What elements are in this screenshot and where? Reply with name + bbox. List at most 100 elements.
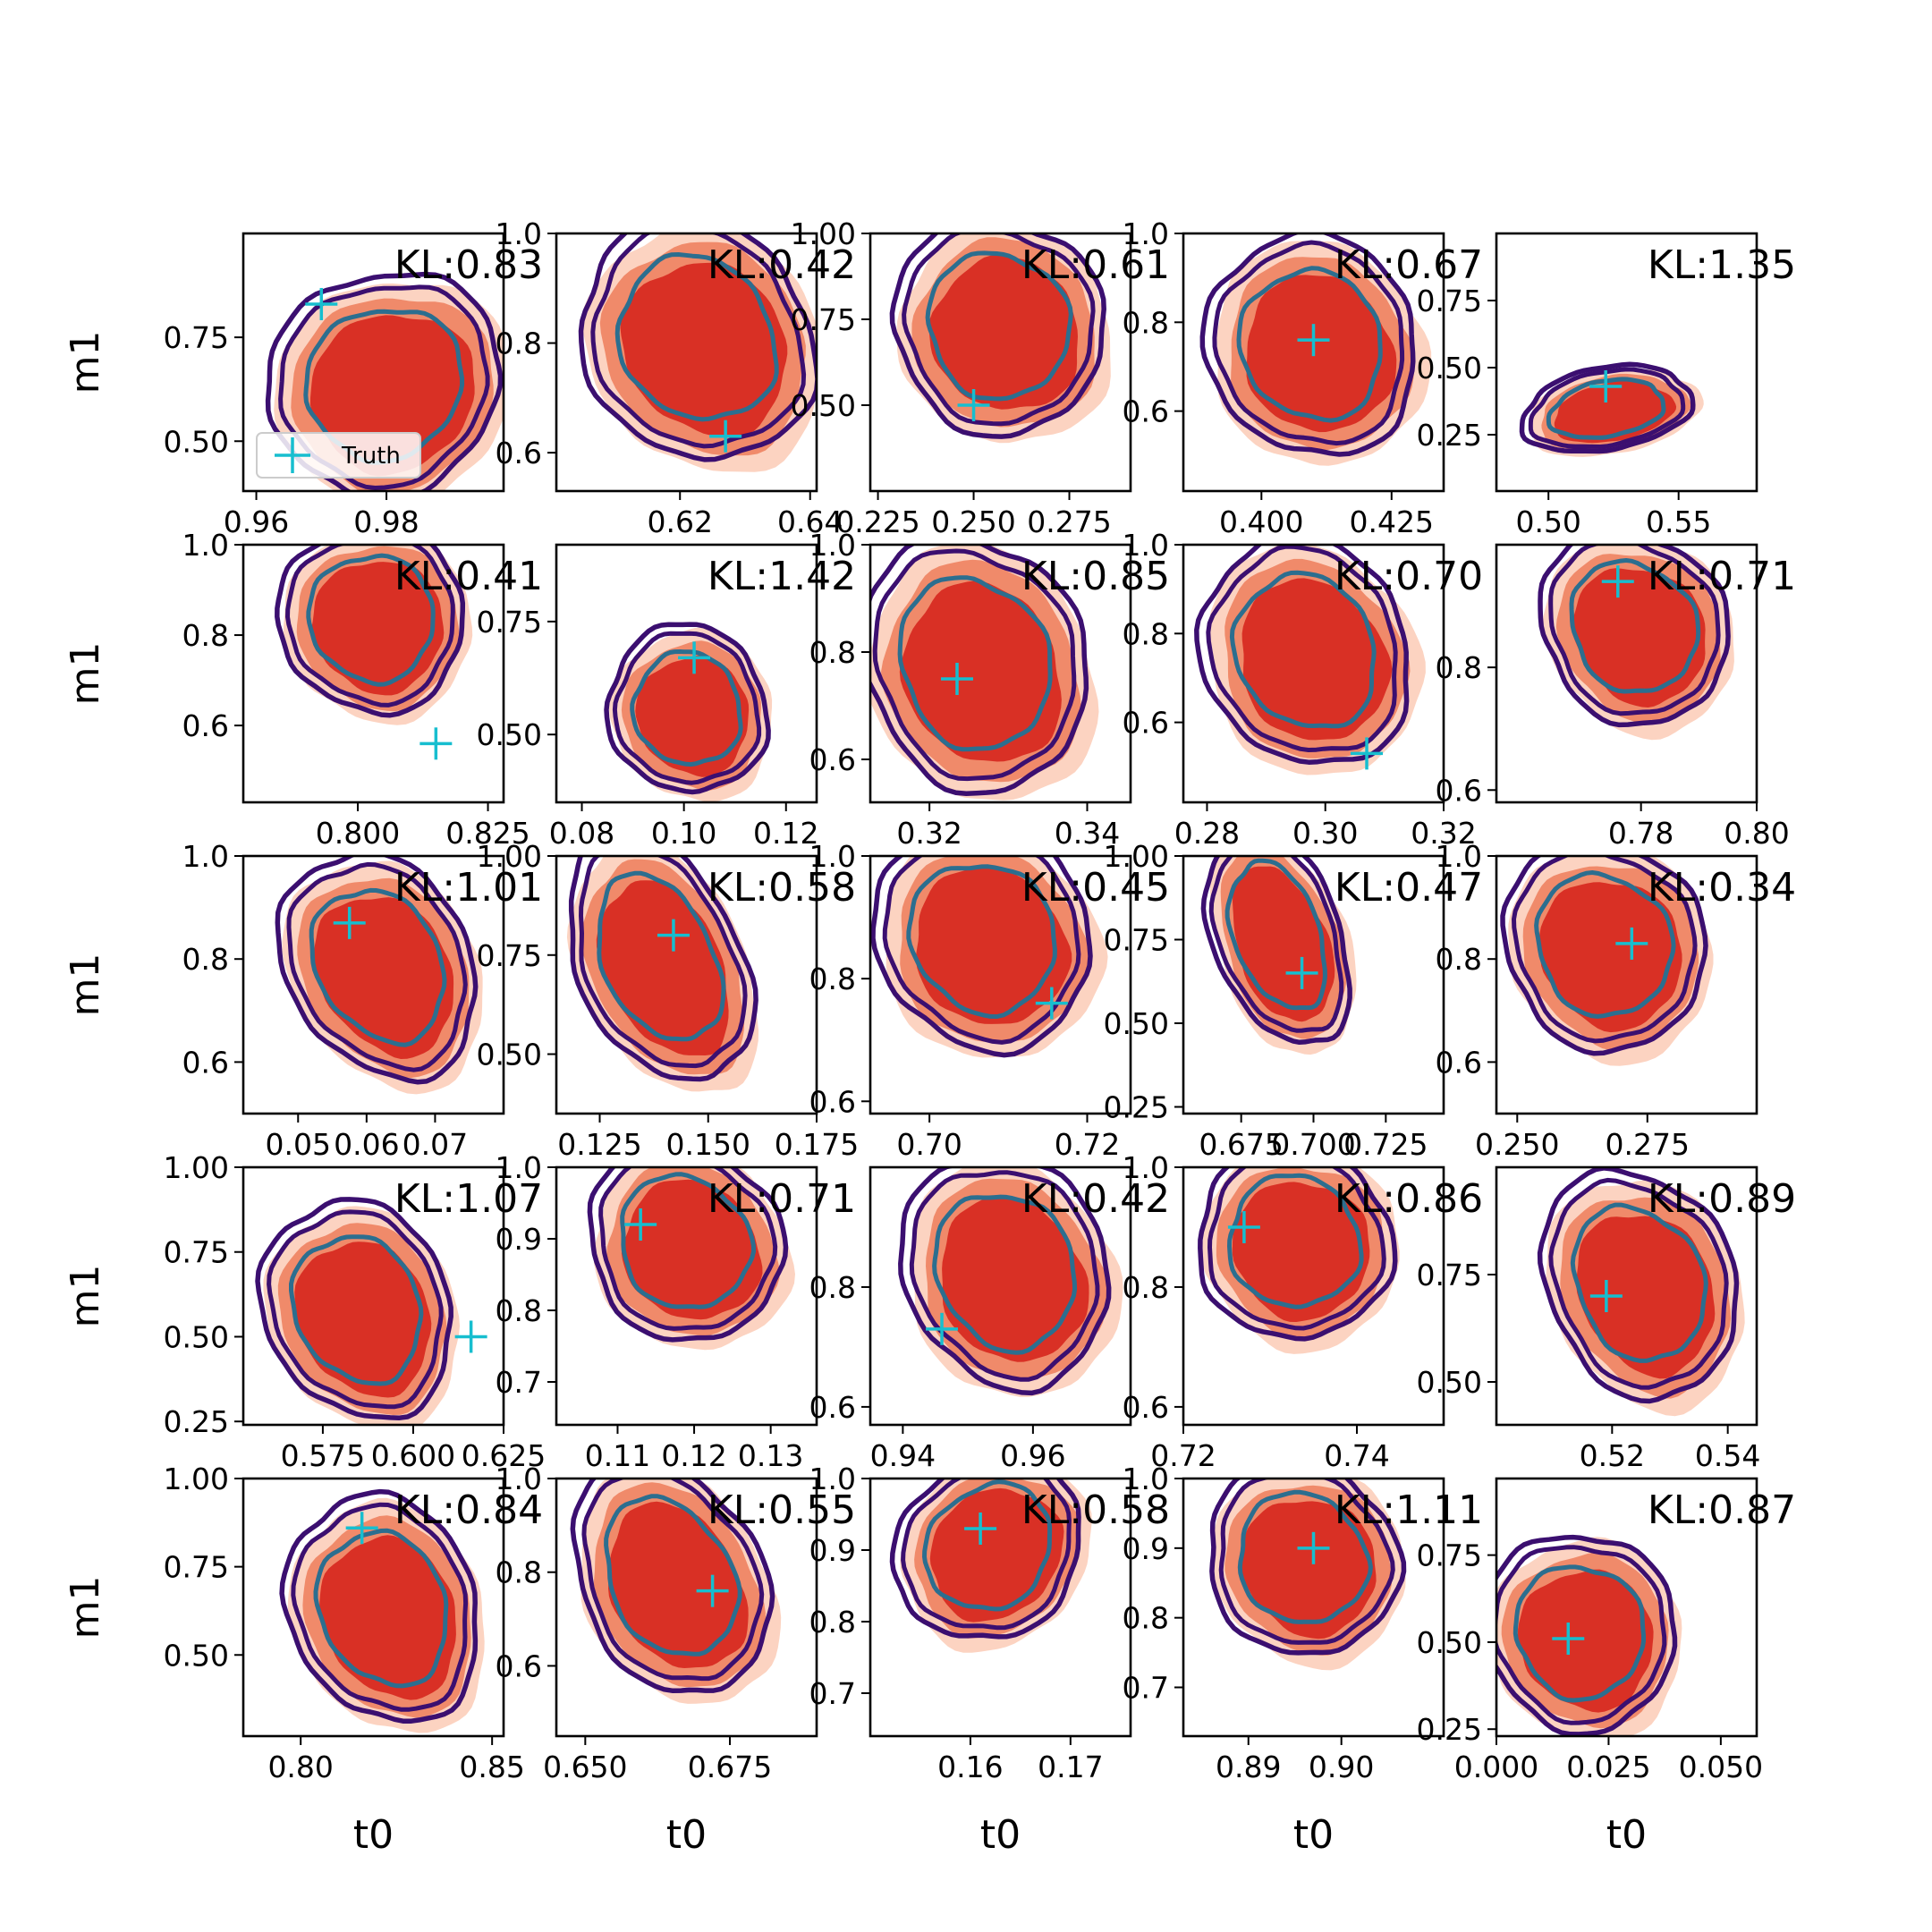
contour-outer [889, 233, 1106, 439]
kl-annotation: KL:0.34 [1648, 865, 1796, 911]
panel-5: 0.50 0.55 0.75 0.50 0.25 KL:1.35 [1417, 232, 1796, 539]
truth-marker [1589, 1280, 1623, 1312]
y-tick-label: 0.6 [1436, 1045, 1482, 1080]
y-tick-label: 0.25 [1417, 418, 1482, 453]
panel-6: 0.800 0.825 1.0 0.8 0.6 KL:0.41 m1 [63, 528, 543, 851]
contour-inner [1534, 870, 1676, 1019]
y-tick-label: 1.0 [1123, 528, 1169, 563]
y-tick-label: 1.0 [182, 528, 229, 563]
kl-annotation: KL:0.42 [1021, 1176, 1170, 1222]
density-contours [1198, 1167, 1400, 1354]
y-tick-label: 1.0 [496, 1150, 542, 1185]
kl-annotation: KL:0.41 [394, 554, 543, 599]
y-tick-label: 0.75 [164, 1235, 229, 1270]
x-tick-label: 0.250 [931, 504, 1015, 539]
panel-12: 0.125 0.150 0.175 1.00 0.75 0.50 KL:0.58 [477, 839, 860, 1162]
y-tick-label: 0.6 [1123, 706, 1169, 741]
density-contours [1199, 233, 1432, 466]
contour-inner [1229, 570, 1377, 729]
x-tick-label: 0.70 [896, 1127, 962, 1162]
y-tick-label: 0.75 [1417, 284, 1482, 318]
contour-mid [909, 1170, 1100, 1382]
truth-marker [333, 906, 366, 939]
y-tick-label: 0.8 [809, 1605, 856, 1640]
x-tick-label: 0.94 [870, 1438, 936, 1473]
contour-mid [598, 1167, 778, 1331]
y-tick-label: 0.50 [477, 717, 542, 752]
y-tick-label: 0.6 [809, 742, 856, 777]
x-tick-label: 0.000 [1454, 1750, 1538, 1784]
kl-annotation: KL:1.01 [394, 865, 543, 911]
legend: Truth [256, 432, 421, 479]
panel-9: 0.28 0.30 0.32 1.0 0.8 0.6 KL:0.70 [1123, 528, 1484, 851]
truth-marker [926, 1312, 959, 1345]
kl-annotation: KL:0.84 [394, 1487, 543, 1533]
y-tick-label: 1.0 [1123, 1150, 1169, 1185]
contour-inner [925, 250, 1073, 402]
kl-annotation: KL:0.86 [1335, 1176, 1483, 1222]
contour-inner [614, 252, 779, 422]
truth-marker [657, 919, 690, 952]
y-tick-label: 1.0 [1123, 216, 1169, 251]
kl-annotation: KL:0.55 [708, 1487, 856, 1533]
axes-frame [1495, 232, 1758, 493]
y-tick-label: 0.50 [1417, 1365, 1482, 1400]
x-tick-label: 0.62 [647, 504, 712, 539]
x-tick-label: 0.650 [543, 1750, 627, 1784]
x-tick-label: 0.575 [281, 1438, 365, 1473]
contour-outer [604, 622, 771, 795]
x-tick-label: 0.96 [1000, 1438, 1065, 1473]
kl-annotation: KL:1.35 [1648, 242, 1796, 288]
density-inner [319, 1535, 456, 1700]
axes-frame [1182, 232, 1445, 493]
axes-frame [1495, 1165, 1758, 1427]
truth-marker [345, 1512, 378, 1545]
x-tick-label: 0.825 [445, 816, 530, 851]
truth-marker [941, 663, 973, 695]
contour-outer [578, 233, 817, 462]
kl-annotation: KL:0.61 [1021, 242, 1170, 288]
x-tick-label: 0.96 [224, 504, 289, 539]
x-tick-label: 0.52 [1580, 1438, 1645, 1473]
density-contours [1496, 1534, 1682, 1736]
y-tick-label: 1.0 [1436, 839, 1482, 874]
density-inner [899, 580, 1062, 762]
density-inner [1241, 578, 1393, 741]
axes-frame [242, 232, 505, 493]
y-tick-label: 1.0 [496, 1462, 542, 1496]
y-tick-label: 0.75 [164, 1550, 229, 1585]
density-contours [1538, 545, 1734, 741]
truth-marker [964, 1513, 997, 1545]
y-tick-label: 0.75 [164, 320, 229, 355]
contour-outer [1537, 1167, 1740, 1404]
y-tick-label: 0.50 [477, 1038, 542, 1072]
contour-mid [1206, 545, 1398, 752]
y-tick-label: 0.8 [182, 942, 229, 977]
density-inner [1572, 568, 1706, 708]
x-tick-label: 0.32 [896, 816, 962, 851]
kl-annotation: KL:0.70 [1335, 554, 1483, 599]
x-tick-label: 0.225 [835, 504, 919, 539]
x-tick-label: 0.150 [666, 1127, 750, 1162]
kl-annotation: KL:0.47 [1335, 865, 1483, 911]
kl-annotation: KL:0.58 [1021, 1487, 1170, 1533]
x-tick-label: 0.54 [1695, 1438, 1760, 1473]
x-tick-label: 0.17 [1038, 1750, 1103, 1784]
x-tick-label: 0.275 [1027, 504, 1111, 539]
panel-10: 0.78 0.80 0.8 0.6 KL:0.71 [1436, 543, 1796, 851]
kl-annotation: KL:0.67 [1335, 242, 1483, 288]
x-tick-label: 0.050 [1679, 1750, 1763, 1784]
panel-22: 0.650 0.675 1.0 0.8 0.6 KL:0.55 t0 [496, 1462, 857, 1858]
y-tick-label: 0.9 [1123, 1531, 1169, 1566]
contour-mid [286, 861, 468, 1072]
contour-mid [1548, 545, 1721, 716]
y-axis-label: m1 [63, 331, 108, 394]
y-tick-label: 0.6 [1436, 773, 1482, 808]
x-tick-label: 0.675 [688, 1750, 772, 1784]
density-contours [279, 1488, 485, 1733]
contour-mid [579, 856, 748, 1069]
x-tick-label: 0.08 [549, 816, 614, 851]
y-tick-label: 0.50 [1417, 1625, 1482, 1660]
contour-inner [922, 1479, 1053, 1612]
